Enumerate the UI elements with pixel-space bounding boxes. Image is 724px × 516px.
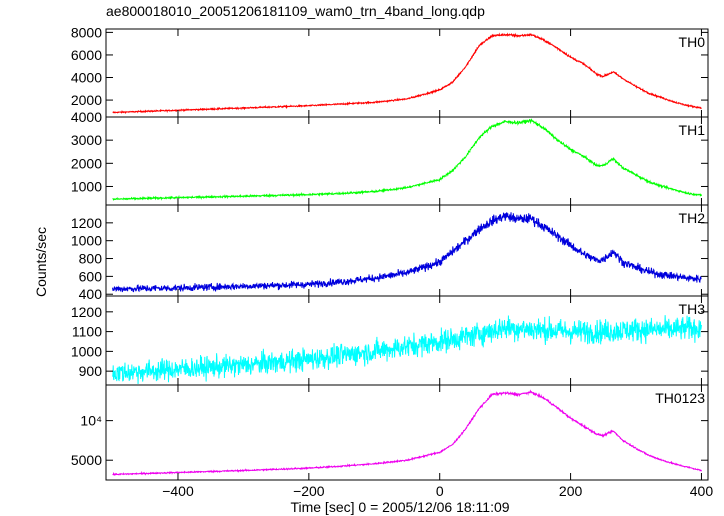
- panel-th0: 2000 4000 6000 8000 TH0: [71, 24, 709, 118]
- y-tick-label: 4000: [71, 109, 102, 125]
- y-axis-label: Counts/sec: [33, 227, 49, 297]
- x-tick-label: 0: [436, 483, 444, 499]
- x-tick-label: −200: [293, 483, 325, 499]
- x-tick-label: −400: [162, 483, 194, 499]
- panel-label-th1: TH1: [679, 122, 706, 138]
- panel-th1: 1000 2000 3000 4000 TH1: [71, 109, 709, 206]
- x-axis-label: Time [sec] 0 = 2005/12/06 18:11:09: [290, 499, 509, 515]
- x-tick-label: 200: [559, 483, 583, 499]
- y-tick-label: 2000: [71, 155, 102, 171]
- y-tick-label: 600: [79, 268, 103, 284]
- y-tick-label: 6000: [71, 47, 102, 63]
- series-line-th3: [112, 315, 702, 385]
- y-tick-label: 900: [79, 363, 103, 379]
- panel-frame-th1: [105, 116, 709, 206]
- y-tick-label: 1000: [71, 343, 102, 359]
- panel-frame-th0123: [105, 384, 709, 481]
- panel-label-th0: TH0: [679, 34, 706, 50]
- series-line-th2: [112, 212, 702, 293]
- y-tick-label: 800: [79, 251, 103, 267]
- y-tick-label: 8000: [71, 24, 102, 40]
- y-tick-label: 3000: [71, 132, 102, 148]
- y-tick-label: 400: [79, 286, 103, 302]
- y-tick-label: 10⁴: [80, 413, 102, 429]
- panel-label-th3: TH3: [679, 301, 706, 317]
- y-tick-label: 1200: [71, 304, 102, 320]
- y-tick-label: 1200: [71, 215, 102, 231]
- series-line-th0: [112, 32, 702, 114]
- x-tick-label: 400: [690, 483, 714, 499]
- chart-panels: 2000400060008000TH01000200030004000TH140…: [71, 24, 714, 499]
- y-tick-label: 1000: [71, 233, 102, 249]
- panel-frame-th2: [105, 204, 709, 297]
- y-tick-label: 4000: [71, 70, 102, 86]
- panel-label-th2: TH2: [679, 210, 706, 226]
- chart-title: ae800018010_20051206181109_wam0_trn_4ban…: [106, 3, 485, 19]
- y-tick-label: 5000: [71, 452, 102, 468]
- series-line-th1: [112, 118, 702, 201]
- y-tick-label: 1100: [72, 324, 102, 340]
- y-tick-label: 1000: [71, 178, 102, 194]
- panel-frame-th0: [105, 28, 709, 118]
- panel-th0123: 5000 10⁴ TH0123: [71, 384, 709, 481]
- y-tick-label: 2000: [71, 92, 102, 108]
- panel-th3: 900 1000 1100 1200 TH3: [71, 295, 709, 386]
- panel-label-th0123: TH0123: [655, 390, 705, 406]
- series-line-th0123: [112, 389, 702, 476]
